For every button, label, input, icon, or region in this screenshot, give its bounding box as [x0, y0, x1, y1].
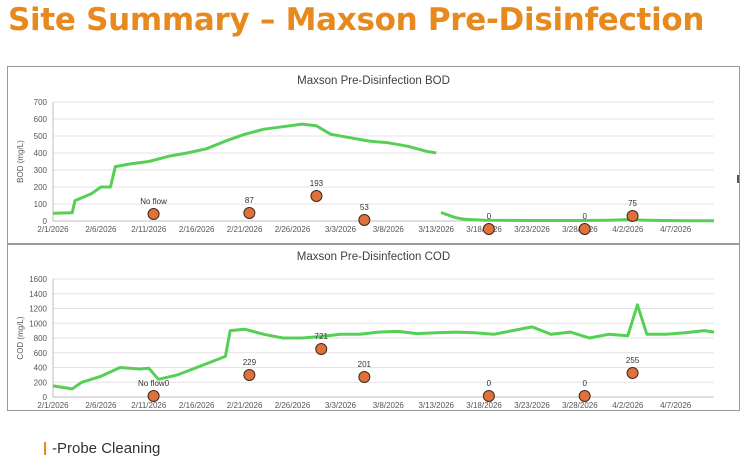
bod-xtick-label: 2/16/2026 [179, 225, 215, 234]
cod-xtick-label: 3/18/2026 [466, 401, 502, 410]
bod-ytick-label: 100 [34, 200, 48, 209]
bod-chart-svg: 0 100 200 300 400 500 600 700 2/1/2026 2/6/2026 2/… [16, 98, 714, 235]
bod-cleaning-label: 53 [360, 203, 369, 212]
cod-series-line [52, 303, 715, 391]
cod-cleaning-marker [315, 343, 328, 355]
cod-xtick-label: 2/16/2026 [179, 401, 215, 410]
cod-cleaning-label: 0 [582, 379, 587, 388]
bod-ytick-label: 600 [34, 115, 48, 124]
cod-chart: Maxson Pre-Disinfection COD 0 200 400 600 80… [7, 244, 740, 411]
bod-cleaning-label: 87 [245, 196, 254, 205]
cod-ytick-label: 1600 [29, 275, 47, 284]
cod-ytick-label: 200 [34, 378, 48, 387]
cod-xtick-label: 3/8/2026 [373, 401, 405, 410]
cod-cleaning-label: 0 [487, 379, 492, 388]
legend: -Probe Cleaning [44, 440, 160, 457]
cod-ytick-label: 1200 [29, 305, 47, 314]
bod-cleaning-marker [578, 223, 591, 235]
cod-cleaning-marker [243, 369, 256, 381]
cod-ytick-label: 0 [43, 393, 48, 402]
cod-xtick-label: 3/28/2026 [562, 401, 598, 410]
cod-cleaning-label: 201 [358, 360, 372, 369]
cod-xtick-label: 3/23/2026 [514, 401, 550, 410]
bod-xtick-label: 2/11/2026 [131, 225, 167, 234]
slide-title: Site Summary – Maxson Pre-Disinfection [8, 2, 705, 38]
cod-ytick-label: 1400 [29, 290, 47, 299]
cod-xtick-label: 2/6/2026 [85, 401, 117, 410]
cod-xtick-label: 2/11/2026 [131, 401, 167, 410]
bod-xtick-label: 3/13/2026 [418, 225, 454, 234]
cod-ytick-label: 800 [34, 334, 48, 343]
cod-ytick-label: 600 [34, 349, 48, 358]
bod-xtick-label: 4/2/2026 [612, 225, 644, 234]
bod-xtick-label: 3/8/2026 [373, 225, 405, 234]
bod-cleaning-marker [626, 210, 639, 222]
bod-xtick-label: 2/1/2026 [37, 225, 69, 234]
bod-xtick-label: 2/21/2026 [227, 225, 263, 234]
cod-cleaning-marker [482, 390, 495, 402]
cod-xtick-label: 2/26/2026 [275, 401, 311, 410]
cod-xtick-label: 3/3/2026 [325, 401, 357, 410]
cod-xtick-label: 2/1/2026 [37, 401, 69, 410]
cod-cleaning-marker [578, 390, 591, 402]
bod-xtick-label: 3/23/2026 [514, 225, 550, 234]
cod-xtick-label: 4/2/2026 [612, 401, 644, 410]
cod-cleaning-marker [626, 367, 639, 379]
cod-xtick-label: 3/13/2026 [418, 401, 454, 410]
cod-chart-title: Maxson Pre-Disinfection COD [296, 251, 451, 263]
cod-xtick-label: 2/21/2026 [227, 401, 263, 410]
cod-ytick-label: 400 [34, 364, 48, 373]
bod-ytick-label: 700 [34, 98, 48, 107]
cod-xtick-label: 4/7/2026 [660, 401, 692, 410]
cod-ylabel: COD (mg/L) [16, 316, 25, 359]
bod-cleaning-label: 0 [582, 212, 587, 221]
legend-swatch [44, 442, 46, 455]
bod-xtick-label: 3/3/2026 [325, 225, 357, 234]
bod-cleaning-label: 75 [628, 199, 637, 208]
bod-ytick-label: 300 [34, 166, 48, 175]
cod-cleaning-marker [147, 390, 160, 402]
bod-cleaning-label: 0 [487, 212, 492, 221]
bod-series-line [52, 122, 714, 223]
cod-ytick-label: 1000 [29, 319, 47, 328]
bod-chart-title: Maxson Pre-Disinfection BOD [297, 75, 450, 87]
side-marker [737, 175, 739, 183]
bod-cleaning-marker [358, 214, 371, 226]
bod-xtick-label: 2/26/2026 [275, 225, 311, 234]
bod-xtick-label: 4/7/2026 [660, 225, 692, 234]
bod-cleaning-marker [147, 208, 160, 220]
bod-ylabel: BOD (mg/L) [16, 140, 25, 183]
bod-ytick-label: 200 [34, 183, 48, 192]
bod-ytick-label: 400 [34, 149, 48, 158]
cod-cleaning-label: No flow0 [138, 379, 170, 388]
cod-cleaning-label: 721 [315, 332, 329, 341]
bod-ytick-label: 500 [34, 132, 48, 141]
cod-cleaning-label: 255 [626, 356, 640, 365]
legend-label: -Probe Cleaning [52, 440, 161, 457]
bod-ytick-label: 0 [43, 217, 48, 226]
cod-cleaning-label: 229 [243, 358, 257, 367]
bod-cleaning-label: No flow [140, 197, 167, 206]
bod-chart: Maxson Pre-Disinfection BOD 0 100 200 300 40… [7, 66, 740, 244]
cod-cleaning-marker [358, 371, 371, 383]
bod-cleaning-marker [310, 190, 323, 202]
bod-cleaning-marker [243, 207, 256, 219]
bod-cleaning-label: 193 [310, 179, 324, 188]
cod-chart-svg: 0 200 400 600 800 1000 1200 1400 1600 2/1/2026 2/6… [16, 275, 715, 410]
bod-xtick-label: 2/6/2026 [85, 225, 117, 234]
bod-cleaning-marker [482, 223, 495, 235]
